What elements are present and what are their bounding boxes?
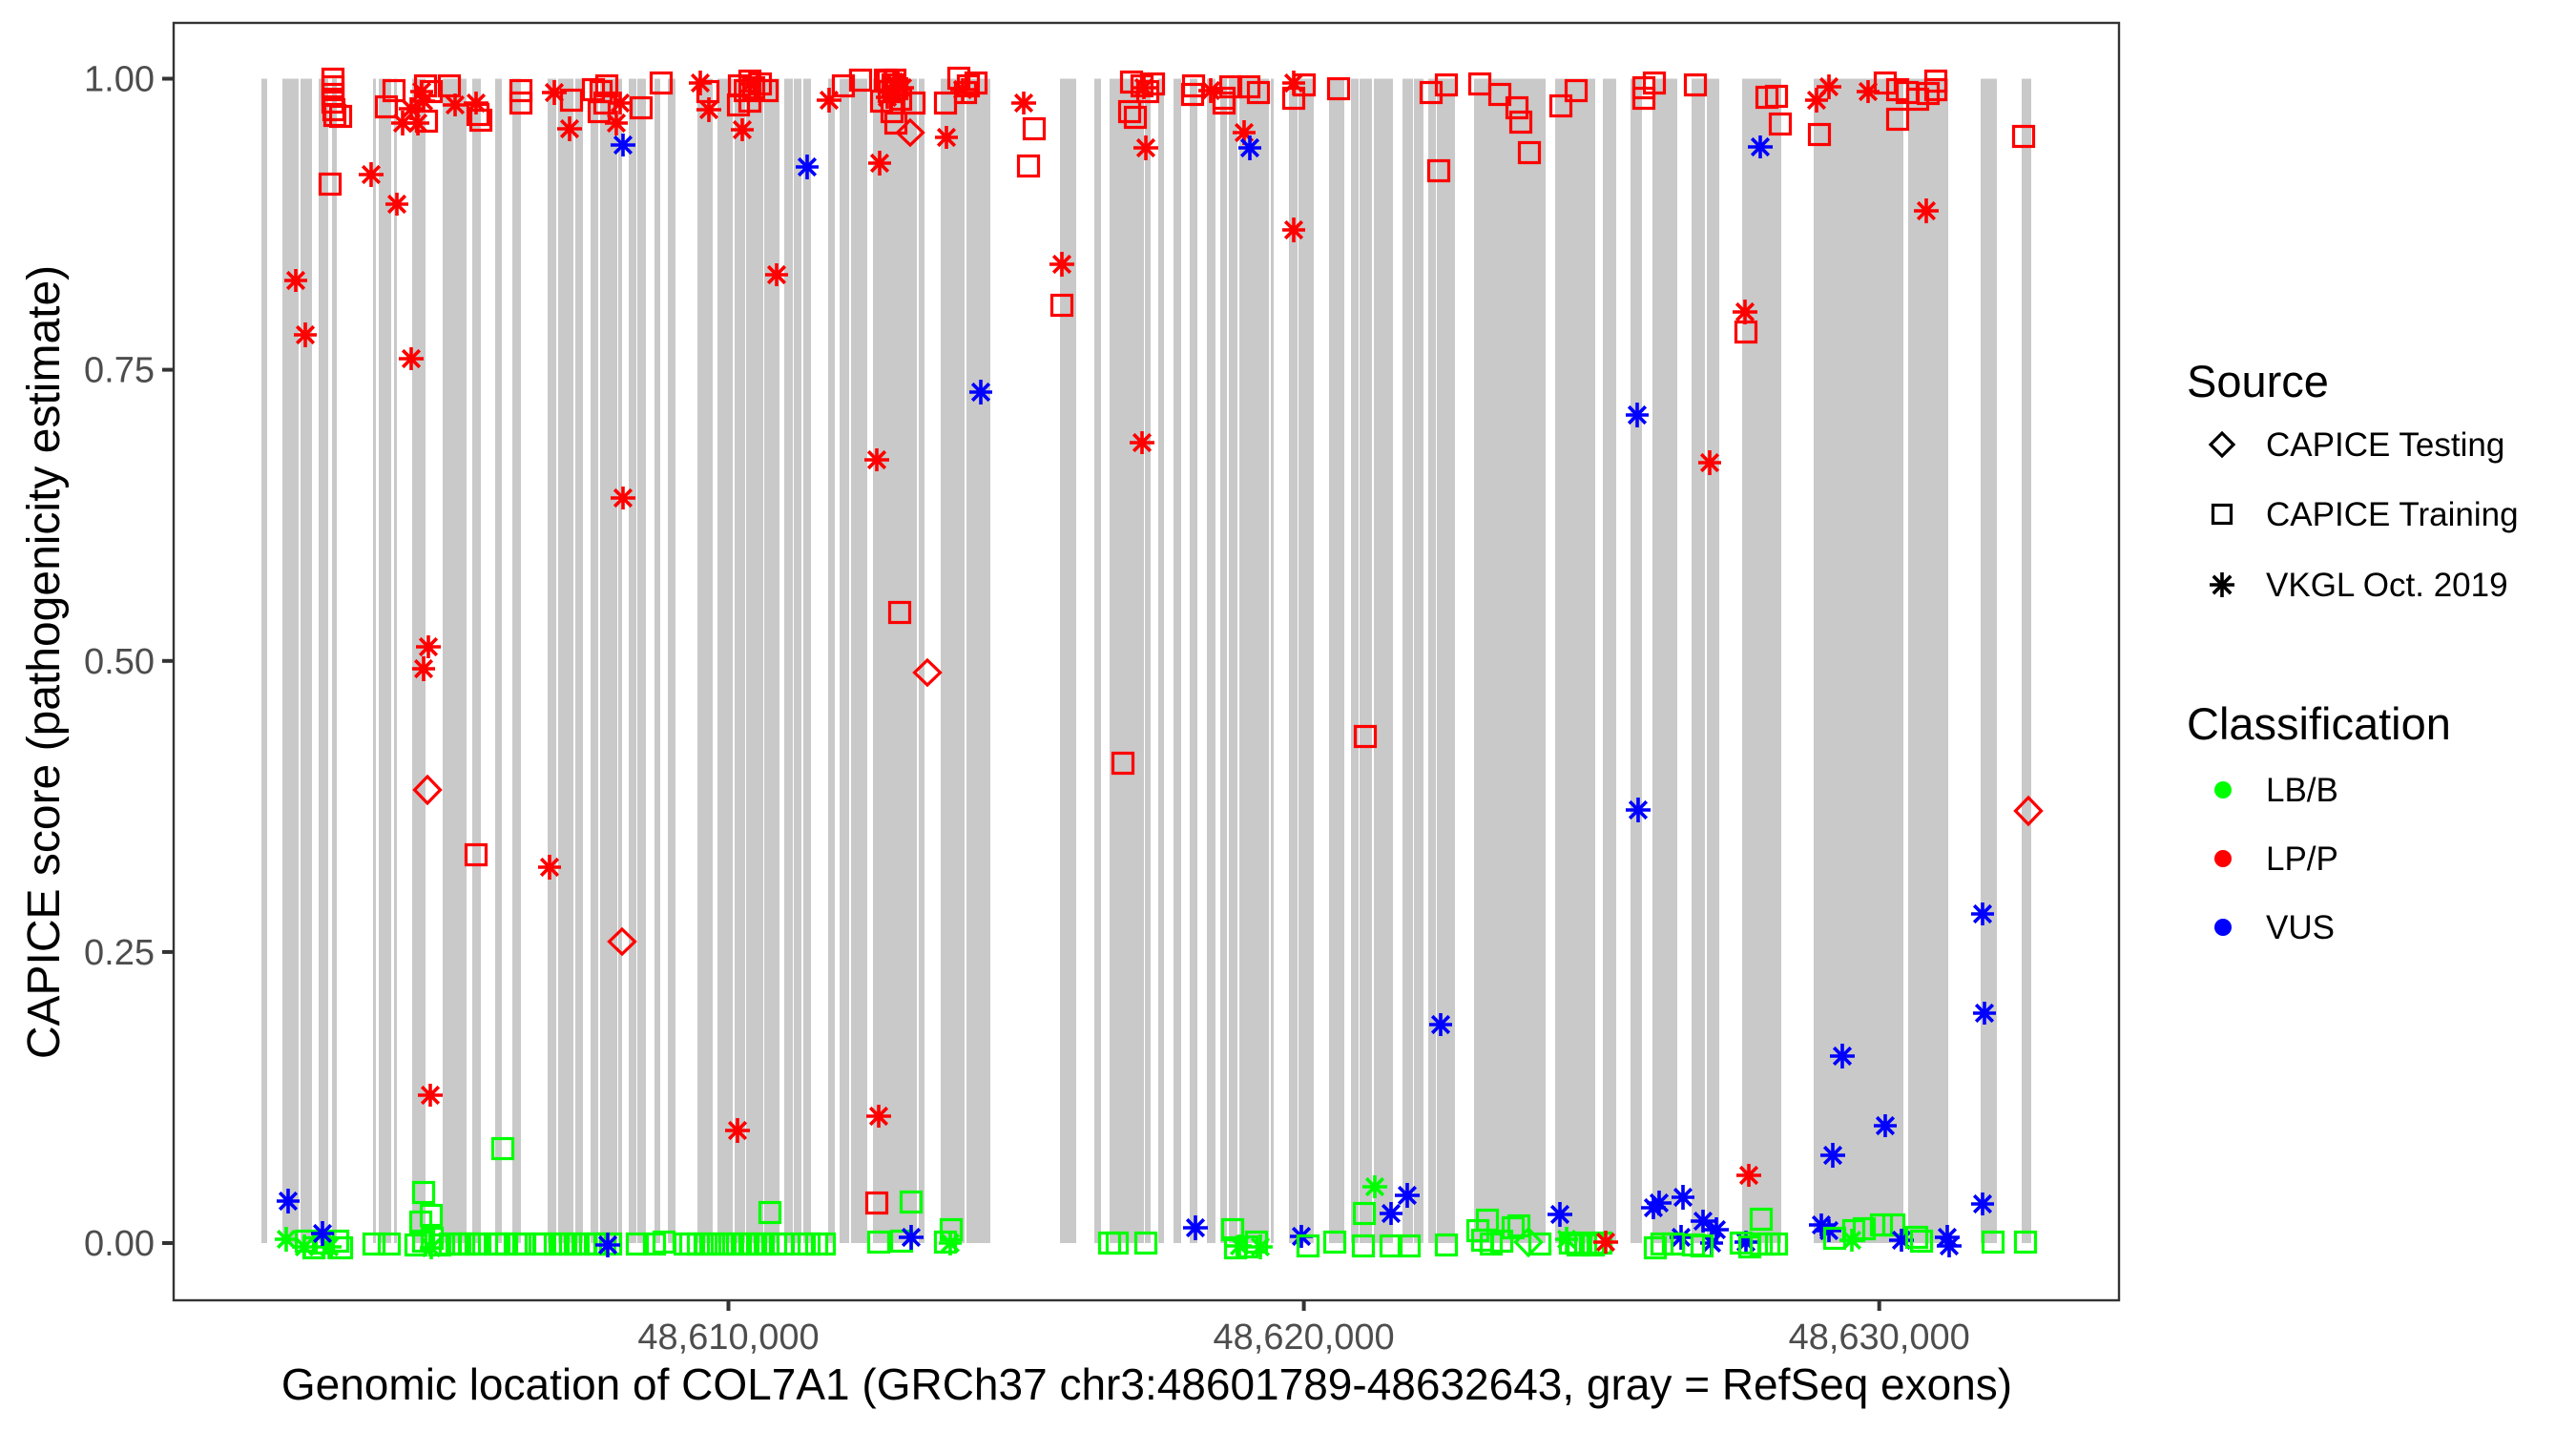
svg-text:Source: Source <box>2187 356 2329 406</box>
svg-text:0.75: 0.75 <box>84 351 155 391</box>
svg-text:CAPICE score (pathogenicity es: CAPICE score (pathogenicity estimate) <box>19 265 70 1059</box>
svg-text:0.25: 0.25 <box>84 933 155 973</box>
svg-text:CAPICE Training: CAPICE Training <box>2266 496 2519 533</box>
svg-text:48,610,000: 48,610,000 <box>637 1317 819 1358</box>
svg-text:LB/B: LB/B <box>2266 772 2338 809</box>
svg-text:VKGL Oct. 2019: VKGL Oct. 2019 <box>2266 567 2508 604</box>
svg-text:1.00: 1.00 <box>84 60 155 100</box>
svg-text:0.00: 0.00 <box>84 1224 155 1264</box>
svg-text:VUS: VUS <box>2266 909 2335 946</box>
svg-text:CAPICE Testing: CAPICE Testing <box>2266 426 2504 464</box>
svg-text:Genomic location of COL7A1 (GR: Genomic location of COL7A1 (GRCh37 chr3:… <box>281 1359 2012 1409</box>
svg-text:LP/P: LP/P <box>2266 840 2338 878</box>
svg-text:48,630,000: 48,630,000 <box>1789 1317 1970 1358</box>
svg-text:Classification: Classification <box>2187 698 2451 749</box>
svg-text:0.50: 0.50 <box>84 642 155 682</box>
svg-text:48,620,000: 48,620,000 <box>1214 1317 1395 1358</box>
